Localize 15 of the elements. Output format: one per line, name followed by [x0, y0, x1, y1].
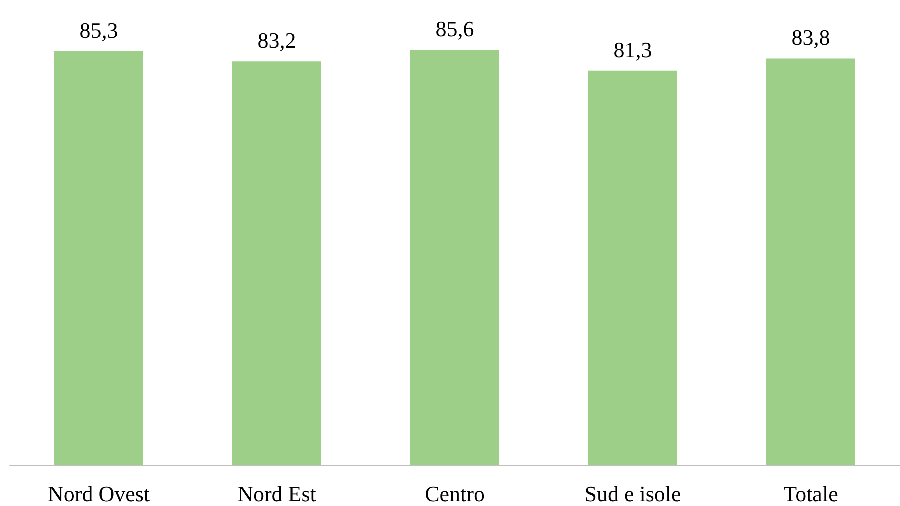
x-tick-label: Totale [784, 482, 838, 506]
bar [588, 70, 678, 465]
bar [410, 50, 500, 465]
data-label: 85,3 [80, 18, 118, 43]
data-label: 83,2 [258, 28, 296, 54]
data-label: 85,6 [436, 16, 474, 42]
x-tick-label: Nord Est [238, 482, 316, 506]
x-tick-label: Centro [425, 482, 485, 506]
x-tick-label: Sud e isole [584, 482, 682, 506]
data-label: 81,3 [614, 37, 652, 62]
data-label: 83,8 [792, 25, 830, 50]
bar [232, 62, 322, 465]
bar [54, 51, 144, 465]
bar [766, 58, 856, 465]
x-tick-label: Nord Ovest [48, 482, 150, 506]
